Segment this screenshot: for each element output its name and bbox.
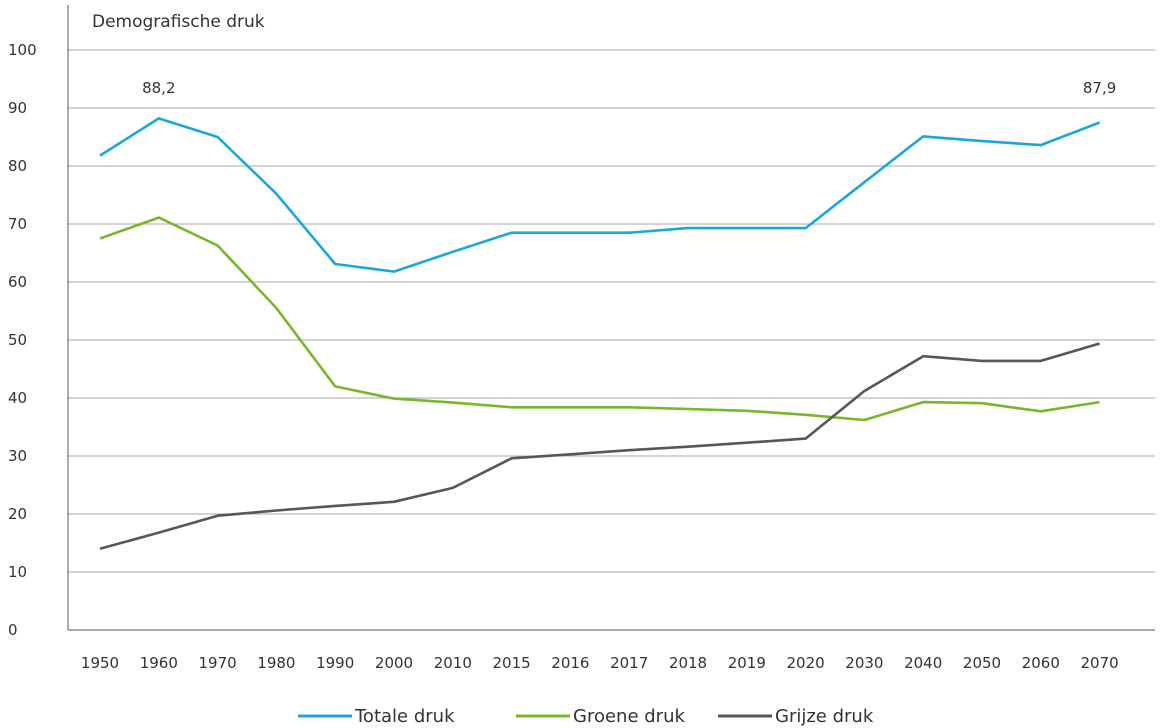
legend-label: Grijze druk [775, 706, 874, 727]
y-tick-label: 60 [8, 273, 27, 291]
x-tick-label: 2010 [434, 654, 472, 672]
y-tick-label: 30 [8, 447, 27, 465]
y-tick-labels: 0 10 20 30 40 50 60 70 80 90 100 [8, 41, 37, 639]
series-line-groene-druk [99, 216, 1100, 422]
x-tick-label: 2019 [728, 654, 766, 672]
data-label: 87,9 [1083, 79, 1116, 97]
y-tick-label: 100 [8, 41, 37, 59]
x-tick-label: 2000 [375, 654, 413, 672]
legend-label: Totale druk [354, 706, 455, 727]
annotations: 88,2 87,9 [142, 79, 1116, 97]
legend-label: Groene druk [573, 706, 685, 727]
x-tick-label: 2017 [610, 654, 648, 672]
y-tick-label: 50 [8, 331, 27, 349]
y-tick-label: 90 [8, 99, 27, 117]
x-tick-label: 1980 [257, 654, 295, 672]
x-tick-label: 2030 [845, 654, 883, 672]
x-tick-label: 2018 [669, 654, 707, 672]
y-tick-label: 0 [8, 621, 18, 639]
x-tick-label: 1990 [316, 654, 354, 672]
x-tick-label: 2040 [904, 654, 942, 672]
legend: Totale druk Groene druk Grijze druk [298, 706, 874, 727]
y-tick-label: 10 [8, 563, 27, 581]
x-tick-label: 2050 [963, 654, 1001, 672]
x-tick-label: 2016 [551, 654, 589, 672]
y-tick-label: 20 [8, 505, 27, 523]
x-tick-labels: 1950 1960 1970 1980 1990 2000 2010 2015 2016 2017… [81, 654, 1119, 672]
x-tick-label: 2020 [787, 654, 825, 672]
x-tick-label: 1960 [140, 654, 178, 672]
x-tick-label: 2070 [1081, 654, 1119, 672]
x-tick-label: 1950 [81, 654, 119, 672]
data-label: 88,2 [142, 79, 175, 97]
axes [67, 5, 1155, 631]
gridlines [68, 49, 1155, 573]
series-line-totale-druk [99, 117, 1101, 273]
series-line-grijze-druk [99, 342, 1100, 551]
y-axis-label: Demografische druk [92, 12, 265, 32]
series-lines [99, 117, 1101, 551]
x-tick-label: 1970 [199, 654, 237, 672]
x-tick-label: 2060 [1022, 654, 1060, 672]
y-tick-label: 80 [8, 157, 27, 175]
x-tick-label: 2015 [493, 654, 531, 672]
y-tick-label: 40 [8, 389, 27, 407]
y-tick-label: 70 [8, 215, 27, 233]
